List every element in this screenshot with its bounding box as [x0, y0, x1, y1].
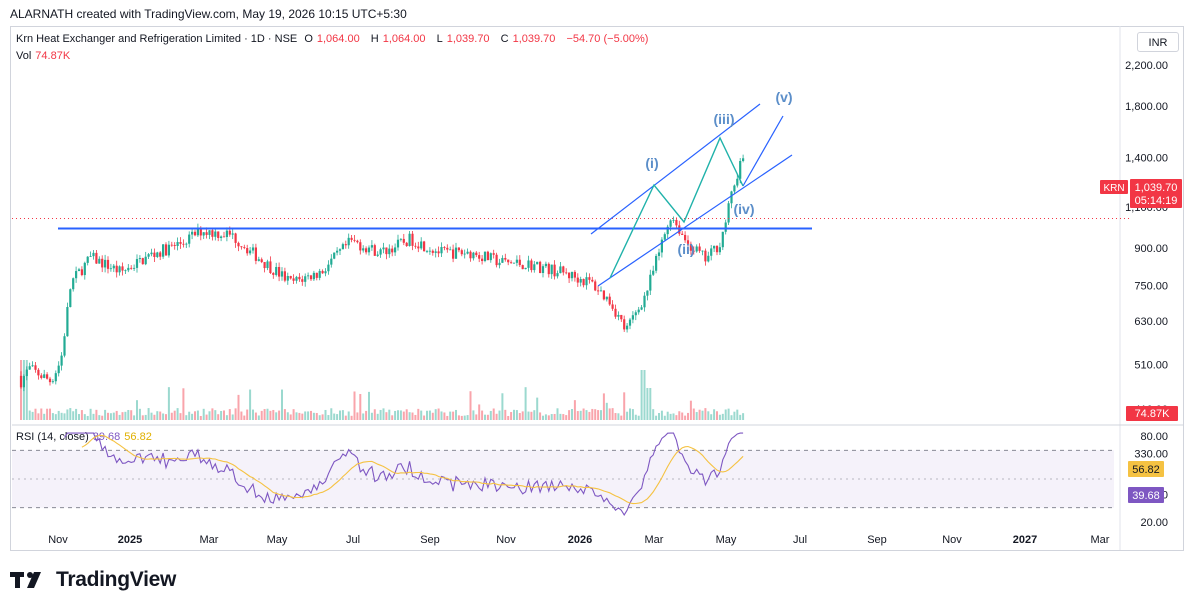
- open-value: 1,064.00: [316, 33, 360, 45]
- volume-value: 74.87K: [35, 50, 71, 62]
- chart-header: ALARNATH created with TradingView.com, M…: [10, 7, 407, 21]
- low-value: 1,039.70: [446, 33, 490, 45]
- brand: TradingView: [10, 568, 176, 592]
- rsi-value: 39.68: [92, 431, 121, 443]
- chart-frame: [10, 26, 1184, 551]
- volume-legend: Vol 74.87K: [16, 50, 71, 62]
- currency-button[interactable]: INR: [1137, 32, 1179, 52]
- rsi-ma-value: 56.82: [124, 431, 152, 443]
- symbol-title: Krn Heat Exchanger and Refrigeration Lim…: [16, 33, 298, 45]
- price-legend: Krn Heat Exchanger and Refrigeration Lim…: [16, 33, 649, 45]
- change-value: −54.70 (−5.00%): [566, 33, 649, 45]
- brand-name: TradingView: [56, 568, 177, 591]
- tradingview-logo-icon: [10, 572, 41, 588]
- rsi-legend: RSI (14, close) 39.68 56.82: [16, 431, 152, 443]
- close-value: 1,039.70: [512, 33, 556, 45]
- high-value: 1,064.00: [382, 33, 426, 45]
